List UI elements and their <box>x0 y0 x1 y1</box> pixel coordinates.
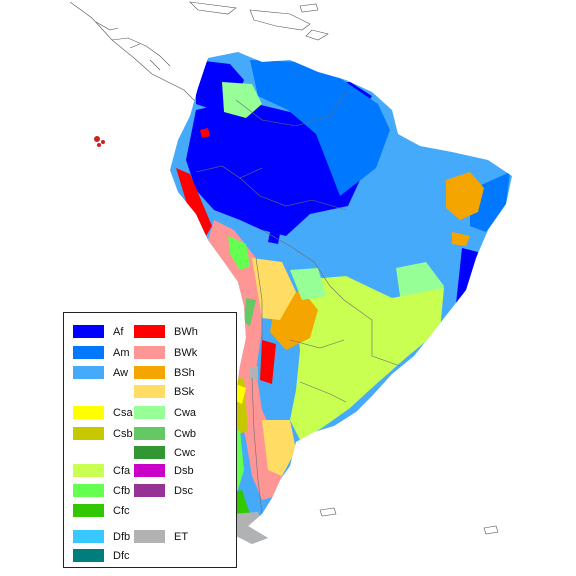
legend-label-cfc: Cfc <box>113 504 130 517</box>
legend-label-et: ET <box>174 530 189 543</box>
legend-swatch-cfb <box>73 484 104 497</box>
legend-swatch-aw <box>73 366 104 379</box>
legend-item-cwb: Cwb <box>134 427 196 440</box>
legend-item-cfb: Cfb <box>73 484 130 497</box>
country-borders <box>195 91 401 515</box>
legend-label-cfb: Cfb <box>113 484 131 497</box>
legend-item-dfb: Dfb <box>73 530 130 543</box>
legend-label-dsc: Dsc <box>174 484 193 497</box>
legend-item-dsb: Dsb <box>134 464 194 477</box>
legend-item-af: Af <box>73 325 123 338</box>
legend-item-bwk: BWk <box>134 346 197 359</box>
legend-swatch-dsb <box>134 464 165 477</box>
south-america-climate-zones <box>170 52 512 544</box>
legend-label-cwa: Cwa <box>174 406 197 419</box>
legend-swatch-cwb <box>134 427 165 440</box>
legend-swatch-af <box>73 325 104 338</box>
legend-label-dfc: Dfc <box>113 549 130 562</box>
legend-label-aw: Aw <box>113 366 129 379</box>
legend-label-bsk: BSk <box>174 385 195 398</box>
legend-swatch-cfa <box>73 464 104 477</box>
legend-swatch-bsk <box>134 385 165 398</box>
legend-swatch-bwh <box>134 325 165 338</box>
legend-label-dfb: Dfb <box>113 530 131 543</box>
legend-item-et: ET <box>134 530 188 543</box>
legend-label-csb: Csb <box>113 427 133 440</box>
legend-item-bsh: BSh <box>134 366 195 379</box>
legend-item-aw: Aw <box>73 366 128 379</box>
legend-label-csa: Csa <box>113 406 133 419</box>
legend-label-dsb: Dsb <box>174 464 194 477</box>
legend-swatch-cfc <box>73 504 104 517</box>
legend-swatch-dsc <box>134 484 165 497</box>
legend-item-dsc: Dsc <box>134 484 193 497</box>
legend-swatch-et <box>134 530 165 543</box>
legend-item-csb: Csb <box>73 427 133 440</box>
legend-label-bwk: BWk <box>174 346 198 359</box>
climate-legend: Af Am Aw Csa Csb Cfa Cfb Cfc Dfb Dfc BWh <box>63 312 237 568</box>
legend-swatch-am <box>73 346 104 359</box>
legend-item-bsk: BSk <box>134 385 194 398</box>
legend-label-cwb: Cwb <box>174 427 197 440</box>
legend-label-am: Am <box>113 346 130 359</box>
legend-item-bwh: BWh <box>134 325 198 338</box>
legend-swatch-cwc <box>134 446 165 459</box>
legend-label-af: Af <box>113 325 124 338</box>
legend-item-csa: Csa <box>73 406 133 419</box>
legend-swatch-cwa <box>134 406 165 419</box>
legend-swatch-bwk <box>134 346 165 359</box>
legend-swatch-csa <box>73 406 104 419</box>
legend-label-bwh: BWh <box>174 325 198 338</box>
legend-item-am: Am <box>73 346 130 359</box>
legend-item-cfc: Cfc <box>73 504 130 517</box>
legend-swatch-dfc <box>73 549 104 562</box>
legend-label-cfa: Cfa <box>113 464 131 477</box>
legend-swatch-csb <box>73 427 104 440</box>
legend-swatch-bsh <box>134 366 165 379</box>
legend-label-cwc: Cwc <box>174 446 196 459</box>
galapagos-islands <box>94 136 105 147</box>
legend-item-cfa: Cfa <box>73 464 130 477</box>
central-america-outline <box>69 1 329 115</box>
legend-item-cwa: Cwa <box>134 406 196 419</box>
legend-label-bsh: BSh <box>174 366 195 379</box>
legend-item-cwc: Cwc <box>134 446 195 459</box>
legend-item-dfc: Dfc <box>73 549 130 562</box>
falkland-islands <box>319 507 499 535</box>
legend-swatch-dfb <box>73 530 104 543</box>
